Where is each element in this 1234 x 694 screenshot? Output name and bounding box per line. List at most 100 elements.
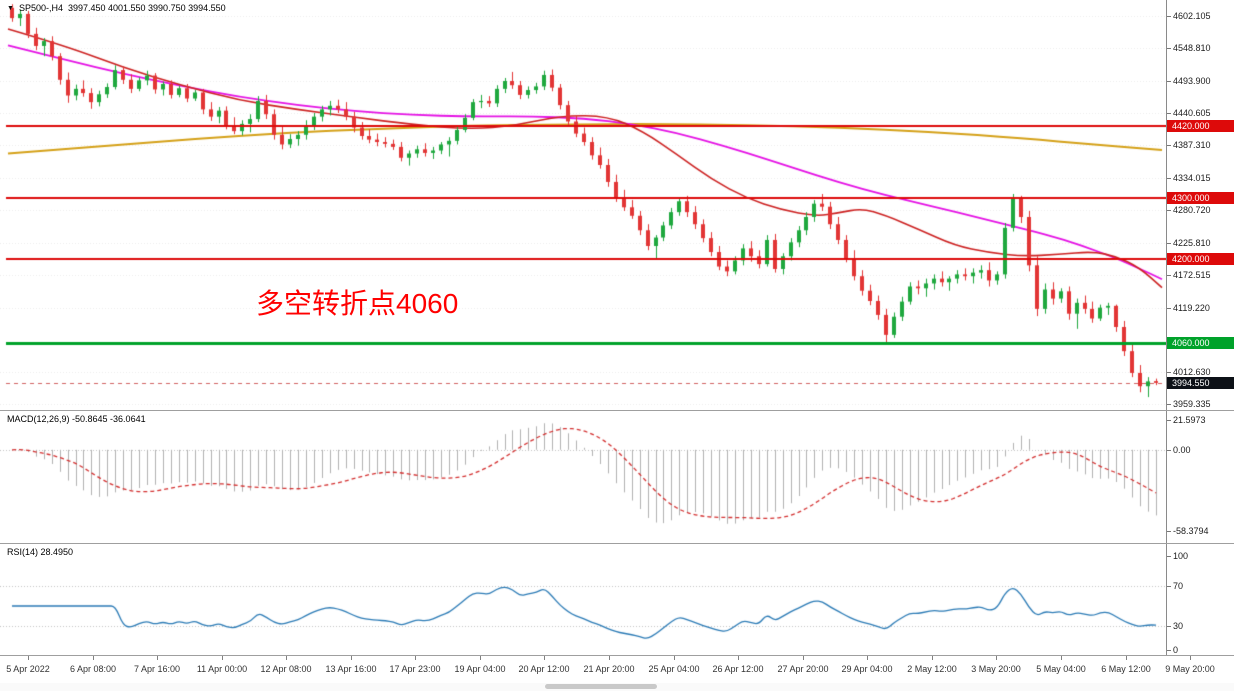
price-axis-label: 4602.105 xyxy=(1173,11,1211,21)
time-axis-label: 3 May 20:00 xyxy=(971,664,1021,674)
rsi-axis-label: 30 xyxy=(1173,621,1184,631)
time-tick xyxy=(1126,656,1127,660)
macd-title: MACD(12,26,9) -50.8645 -36.0641 xyxy=(7,414,146,424)
axis-tick xyxy=(1167,308,1171,309)
axis-tick xyxy=(1167,48,1171,49)
hline-price-label: 4300.000 xyxy=(1167,192,1234,204)
time-axis-label: 13 Apr 16:00 xyxy=(325,664,377,674)
ohlc-values: 3997.450 4001.550 3990.750 3994.550 xyxy=(67,3,226,13)
macd-axis-label: 21.5973 xyxy=(1173,415,1206,425)
price-axis-label: 4119.220 xyxy=(1173,303,1210,313)
rsi-axis-label: 70 xyxy=(1173,581,1184,591)
time-tick xyxy=(480,656,481,660)
price-axis-label: 4172.515 xyxy=(1173,270,1211,280)
time-axis-label: 25 Apr 04:00 xyxy=(648,664,700,674)
macd-chart-canvas[interactable] xyxy=(0,411,1166,544)
current-price-label: 3994.550 xyxy=(1167,377,1234,389)
macd-axis-label: -58.3794 xyxy=(1173,526,1209,536)
rsi-axis-label: 100 xyxy=(1173,551,1189,561)
symbol-marker-icon: ▼ xyxy=(7,4,14,12)
hline-price-label: 4200.000 xyxy=(1167,253,1234,265)
time-tick xyxy=(867,656,868,660)
time-tick xyxy=(544,656,545,660)
price-axis-label: 4012.630 xyxy=(1173,367,1211,377)
time-axis-label: 6 Apr 08:00 xyxy=(69,664,117,674)
time-axis-label: 5 May 04:00 xyxy=(1036,664,1086,674)
price-panel: ▼ SP500-,H4 3997.450 4001.550 3990.750 3… xyxy=(0,0,1234,411)
time-axis-label: 29 Apr 04:00 xyxy=(841,664,893,674)
time-axis-label: 2 May 12:00 xyxy=(907,664,957,674)
rsi-chart-canvas[interactable] xyxy=(0,544,1166,656)
price-axis-label: 4334.015 xyxy=(1173,173,1211,183)
axis-tick xyxy=(1167,372,1171,373)
time-axis-label: 9 May 20:00 xyxy=(1165,664,1215,674)
axis-tick xyxy=(1167,178,1171,179)
horizontal-scrollbar[interactable] xyxy=(0,683,1234,691)
axis-tick xyxy=(1167,650,1171,651)
time-tick xyxy=(1190,656,1191,660)
time-axis-label: 6 May 12:00 xyxy=(1101,664,1151,674)
axis-tick xyxy=(1167,81,1171,82)
price-axis-label: 4440.605 xyxy=(1173,108,1211,118)
price-axis-label: 4548.810 xyxy=(1173,43,1211,53)
axis-tick xyxy=(1167,556,1171,557)
time-axis-label: 5 Apr 2022 xyxy=(6,664,50,674)
time-tick xyxy=(674,656,675,660)
axis-tick xyxy=(1167,16,1171,17)
time-tick xyxy=(157,656,158,660)
macd-axis-label: 0.00 xyxy=(1173,445,1191,455)
axis-tick xyxy=(1167,113,1171,114)
time-axis[interactable]: 5 Apr 2022 6 Apr 08:00 7 Apr 16:00 11 Apr 0… xyxy=(0,656,1234,683)
price-axis-label: 4387.310 xyxy=(1173,140,1211,150)
time-tick xyxy=(222,656,223,660)
axis-tick xyxy=(1167,420,1171,421)
time-tick xyxy=(932,656,933,660)
time-axis-label: 12 Apr 08:00 xyxy=(260,664,312,674)
price-chart-canvas[interactable] xyxy=(0,0,1166,411)
time-axis-label: 19 Apr 04:00 xyxy=(454,664,506,674)
time-axis-label: 26 Apr 12:00 xyxy=(712,664,764,674)
time-tick xyxy=(803,656,804,660)
price-axis-label: 3959.335 xyxy=(1173,399,1211,409)
price-axis[interactable]: 4602.105 4548.810 4493.900 4440.605 4387.310… xyxy=(1166,0,1234,410)
rsi-title: RSI(14) 28.4950 xyxy=(7,547,73,557)
axis-tick xyxy=(1167,243,1171,244)
time-tick xyxy=(738,656,739,660)
axis-tick xyxy=(1167,626,1171,627)
rsi-label: RSI(14) 28.4950 xyxy=(7,547,74,557)
scrollbar-thumb[interactable] xyxy=(545,684,657,689)
rsi-axis-label: 0 xyxy=(1173,645,1179,655)
time-axis-label: 20 Apr 12:00 xyxy=(518,664,570,674)
axis-tick xyxy=(1167,275,1171,276)
hline-price-label: 4420.000 xyxy=(1167,120,1234,132)
axis-tick xyxy=(1167,450,1171,451)
time-axis-label: 17 Apr 23:00 xyxy=(389,664,441,674)
chart-title: ▼ SP500-,H4 3997.450 4001.550 3990.750 3… xyxy=(7,3,226,13)
price-axis-label: 4225.810 xyxy=(1173,238,1211,248)
macd-axis[interactable]: 21.5973 0.00 -58.3794 xyxy=(1166,411,1234,543)
rsi-axis[interactable]: 100 70 30 0 xyxy=(1166,544,1234,655)
time-tick xyxy=(28,656,29,660)
macd-label: MACD(12,26,9) -50.8645 -36.0641 xyxy=(7,414,146,424)
macd-panel: MACD(12,26,9) -50.8645 -36.0641 21.5973 0… xyxy=(0,411,1234,544)
time-tick xyxy=(286,656,287,660)
price-axis-label: 4493.900 xyxy=(1173,76,1211,86)
time-axis-label: 11 Apr 00:00 xyxy=(196,664,248,674)
axis-tick xyxy=(1167,145,1171,146)
axis-tick xyxy=(1167,210,1171,211)
rsi-panel: RSI(14) 28.4950 100 70 30 0 xyxy=(0,544,1234,656)
time-axis-label: 21 Apr 20:00 xyxy=(583,664,635,674)
axis-tick xyxy=(1167,531,1171,532)
time-tick xyxy=(996,656,997,660)
time-tick xyxy=(609,656,610,660)
time-axis-label: 7 Apr 16:00 xyxy=(133,664,181,674)
time-axis-label: 27 Apr 20:00 xyxy=(777,664,829,674)
symbol-period-label: SP500-,H4 xyxy=(18,3,63,13)
axis-tick xyxy=(1167,404,1171,405)
time-tick xyxy=(351,656,352,660)
axis-tick xyxy=(1167,586,1171,587)
text-annotation: 多空转折点4060 xyxy=(256,288,459,319)
time-tick xyxy=(415,656,416,660)
hline-price-label: 4060.000 xyxy=(1167,337,1234,349)
